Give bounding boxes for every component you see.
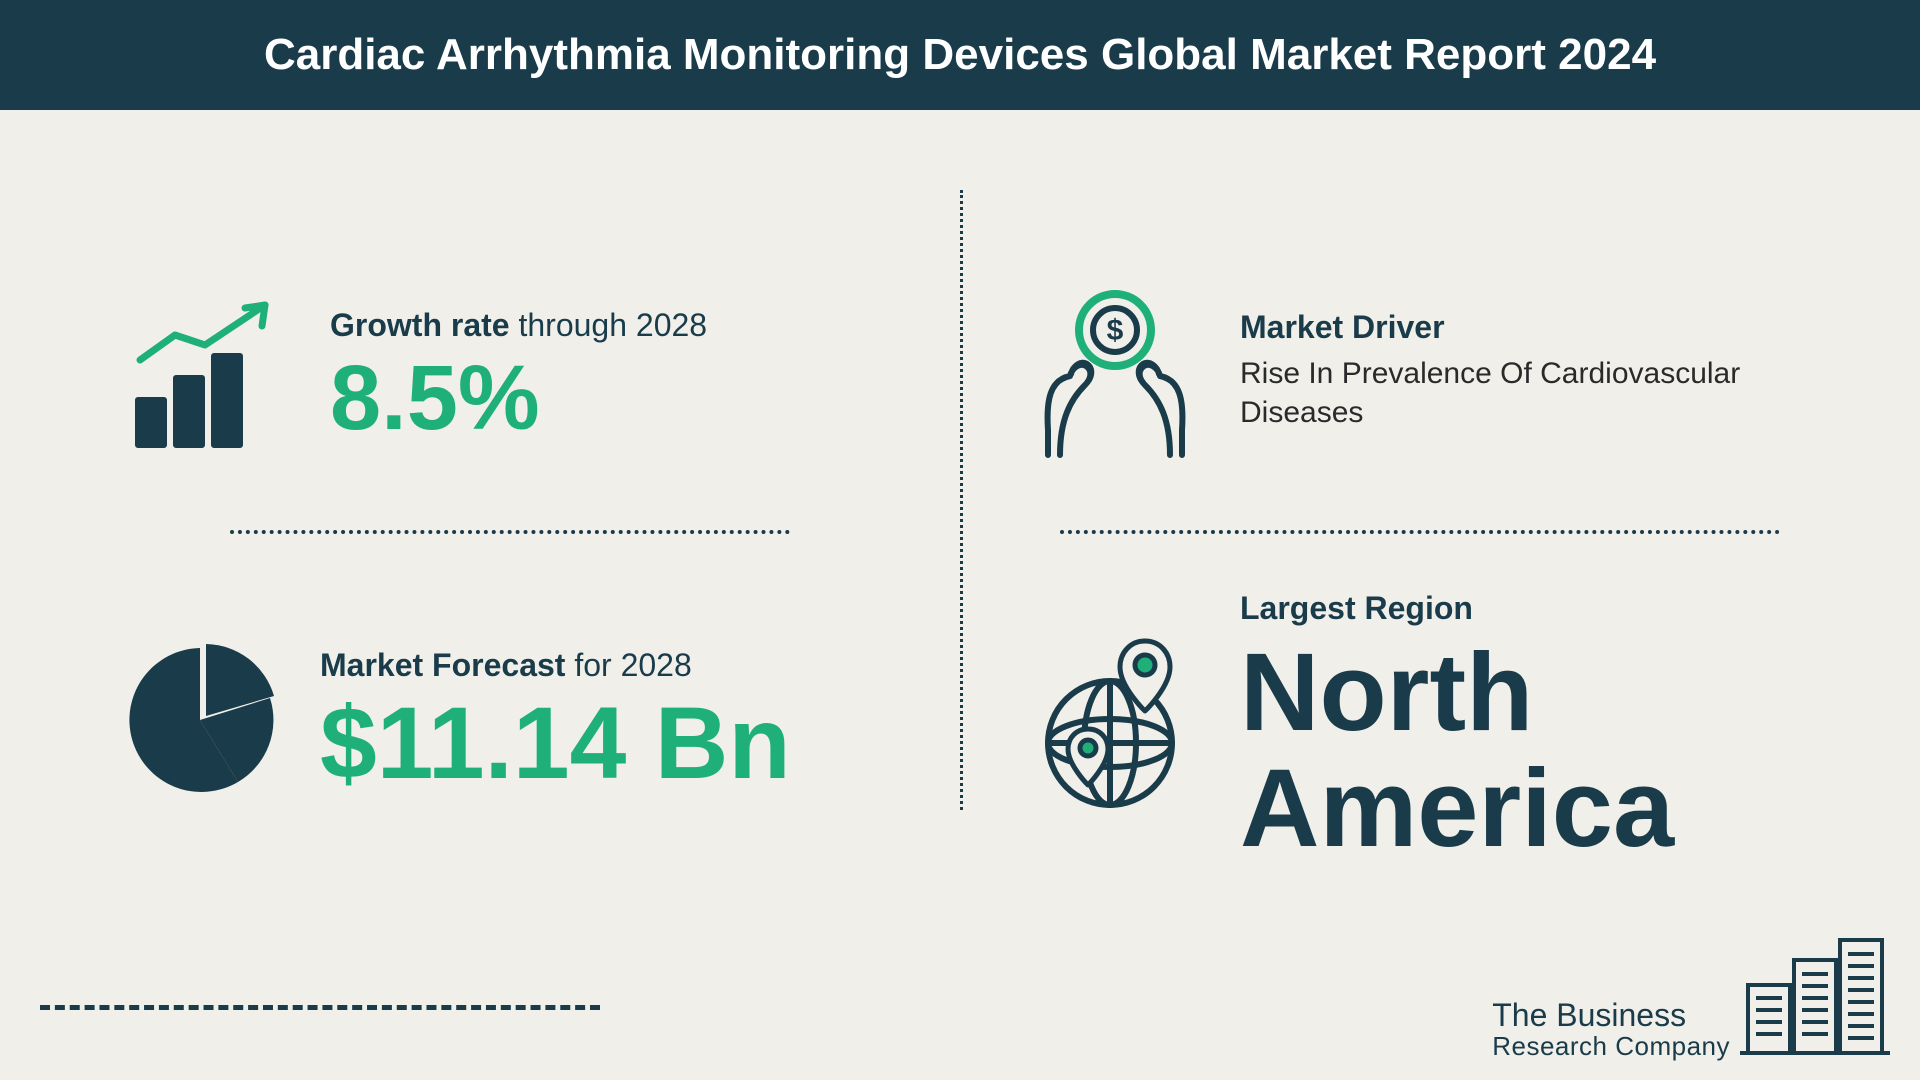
driver-label: Market Driver <box>1240 309 1830 346</box>
logo-line1: The Business <box>1492 999 1730 1033</box>
globe-pin-icon <box>1030 633 1200 823</box>
driver-description: Rise In Prevalence Of Cardiovascular Dis… <box>1240 354 1760 432</box>
forecast-value: $11.14 Bn <box>320 692 940 794</box>
growth-label: Growth rate through 2028 <box>330 307 880 344</box>
growth-chart-icon <box>120 290 290 460</box>
logo-buildings-icon <box>1740 930 1890 1060</box>
content-area: Growth rate through 2028 8.5% $ Market D… <box>0 110 1920 1080</box>
growth-rate-block: Growth rate through 2028 8.5% <box>120 290 880 460</box>
company-logo: The Business Research Company <box>1492 930 1890 1060</box>
forecast-label: Market Forecast for 2028 <box>320 647 940 684</box>
logo-line2: Research Company <box>1492 1033 1730 1060</box>
report-title: Cardiac Arrhythmia Monitoring Devices Gl… <box>264 30 1656 80</box>
growth-value: 8.5% <box>330 352 880 444</box>
bottom-dash-line <box>40 1005 600 1010</box>
region-label: Largest Region <box>1240 590 1850 627</box>
pie-chart-icon <box>120 640 280 800</box>
growth-label-thin: through 2028 <box>510 307 708 343</box>
vertical-divider <box>960 190 963 810</box>
forecast-label-bold: Market Forecast <box>320 647 565 683</box>
market-forecast-block: Market Forecast for 2028 $11.14 Bn <box>120 640 940 800</box>
dots-divider-left <box>230 530 790 534</box>
forecast-label-thin: for 2028 <box>565 647 691 683</box>
region-value: North America <box>1240 635 1850 866</box>
hands-money-icon: $ <box>1030 280 1200 460</box>
svg-text:$: $ <box>1107 314 1124 347</box>
largest-region-block: Largest Region North America <box>1030 590 1850 866</box>
growth-label-bold: Growth rate <box>330 307 510 343</box>
market-driver-block: $ Market Driver Rise In Prevalence Of Ca… <box>1030 280 1830 460</box>
dots-divider-right <box>1060 530 1780 534</box>
report-header: Cardiac Arrhythmia Monitoring Devices Gl… <box>0 0 1920 110</box>
